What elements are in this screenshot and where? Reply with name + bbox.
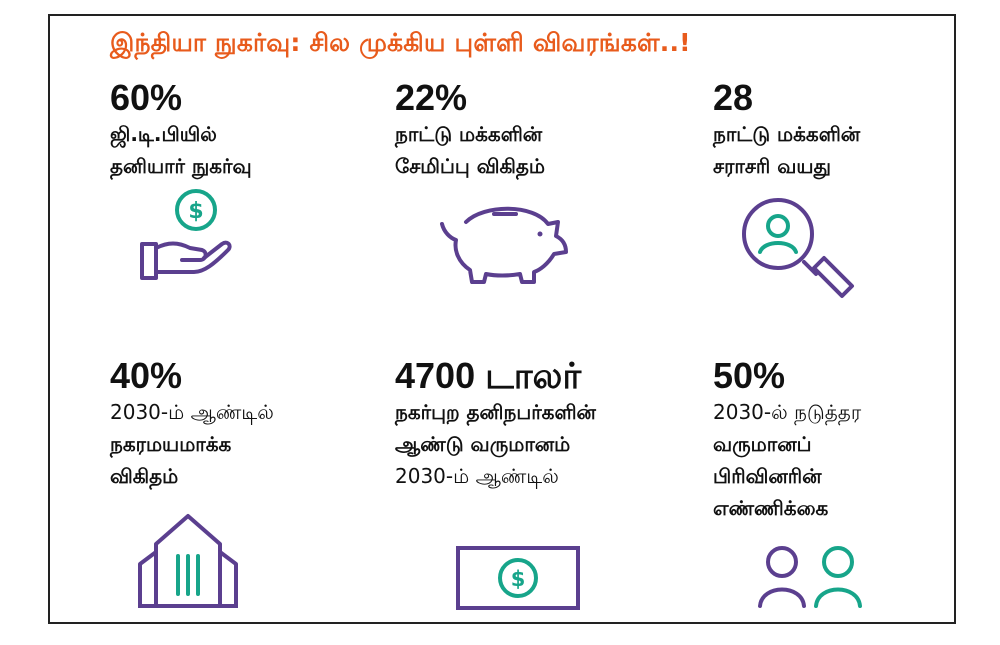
stat-desc-line: 2030-ல் நடுத்தர [713, 400, 862, 424]
stat-value: 28 [713, 77, 754, 118]
stat-desc-line: விகிதம் [110, 464, 179, 488]
svg-text:$: $ [188, 199, 203, 224]
stat-urban-income: 4700 டாலர் நகர்புற தனிநபர்களின் ஆண்டு வர… [395, 356, 596, 492]
stat-desc-line: சராசரி வயது [713, 154, 831, 178]
stat-desc-line: நகரமயமாக்க [110, 432, 232, 456]
stat-urbanisation-rate: 40% 2030-ம் ஆண்டில் நகரமயமாக்க விகிதம் [110, 356, 274, 492]
stat-desc-line: 2030-ம் ஆண்டில் [395, 464, 559, 488]
stat-desc-line: தனியார் நுகர்வு [110, 154, 252, 178]
stat-desc-line: சேமிப்பு விகிதம் [395, 154, 545, 178]
stat-value: 22% [395, 77, 468, 118]
stat-savings-rate: 22% நாட்டு மக்களின் சேமிப்பு விகிதம் [395, 78, 545, 182]
building-icon [138, 514, 238, 608]
stat-value: 60% [110, 77, 183, 118]
stat-value: 4700 டாலர் [395, 355, 582, 396]
stat-value: 40% [110, 355, 183, 396]
stat-desc-line: நகர்புற தனிநபர்களின் [395, 400, 596, 424]
infographic-title: இந்தியா நுகர்வு: சில முக்கிய புள்ளி விவர… [110, 28, 691, 57]
stat-middle-income: 50% 2030-ல் நடுத்தர வருமானப் பிரிவினரின்… [713, 356, 861, 524]
two-people-icon [758, 546, 862, 608]
stat-desc-line: ஆண்டு வருமானம் [395, 432, 571, 456]
stat-desc-line: 2030-ம் ஆண்டில் [110, 400, 274, 424]
banknote-icon: $ [456, 546, 580, 610]
svg-text:$: $ [511, 567, 526, 591]
stat-desc-line: வருமானப் [713, 432, 812, 456]
infographic-frame [48, 14, 956, 624]
stat-desc-line: எண்ணிக்கை [713, 496, 829, 520]
stat-desc-line: பிரிவினரின் [713, 464, 822, 488]
stat-desc-line: ஜி.டி.பியில் [110, 122, 217, 146]
stat-private-consumption: 60% ஜி.டி.பியில் தனியார் நுகர்வு [110, 78, 252, 182]
stat-value: 50% [713, 355, 786, 396]
magnifier-person-icon [742, 198, 854, 298]
stat-average-age: 28 நாட்டு மக்களின் சராசரி வயது [713, 78, 860, 182]
piggy-bank-icon [440, 206, 568, 284]
stat-desc-line: நாட்டு மக்களின் [713, 122, 861, 146]
stat-desc-line: நாட்டு மக்களின் [395, 122, 543, 146]
hand-dollar-icon: $ [140, 189, 232, 280]
